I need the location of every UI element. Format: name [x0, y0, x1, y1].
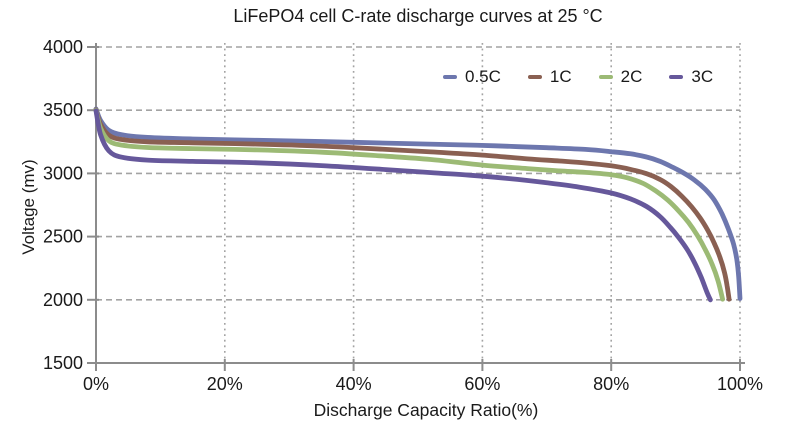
legend-label-3C: 3C [691, 67, 714, 86]
curve-3C [93, 108, 713, 303]
x-tick-label-0: 0% [83, 374, 109, 394]
legend-marker-2C [598, 75, 613, 79]
legend-marker-1C [527, 75, 542, 79]
x-tick-label-80: 80% [593, 374, 629, 394]
y-tick-label-2500: 2500 [43, 227, 83, 247]
x-tick-label-20: 20% [207, 374, 243, 394]
legend: 0.5C 1C 2C 3C [443, 66, 713, 88]
curve-2C [93, 107, 725, 302]
x-tick-label-60: 60% [464, 374, 500, 394]
legend-item-0.5C: 0.5C [443, 67, 501, 87]
y-tick-label-3500: 3500 [43, 100, 83, 120]
x-tick-label-100: 100% [717, 374, 763, 394]
y-tick-label-2000: 2000 [43, 290, 83, 310]
y-axis-label: Voltage (mv) [19, 159, 38, 255]
legend-label-0.5C: 0.5C [465, 67, 501, 86]
legend-marker-3C [669, 75, 684, 79]
x-tick-label-40: 40% [336, 374, 372, 394]
legend-item-3C: 3C [669, 67, 713, 87]
legend-label-1C: 1C [549, 67, 572, 86]
curve-1C [93, 107, 732, 302]
chart-title: LiFePO4 cell C-rate discharge curves at … [233, 6, 603, 26]
legend-item-1C: 1C [527, 67, 572, 87]
legend-item-2C: 2C [598, 67, 643, 87]
y-tick-label-3000: 3000 [43, 163, 83, 183]
legend-label-2C: 2C [620, 67, 643, 86]
legend-marker-0.5C [443, 75, 457, 79]
y-tick-label-4000: 4000 [43, 37, 83, 57]
x-axis-label: Discharge Capacity Ratio(%) [313, 400, 539, 420]
y-tick-label-1500: 1500 [43, 353, 83, 373]
curve-0.5C [93, 106, 743, 301]
